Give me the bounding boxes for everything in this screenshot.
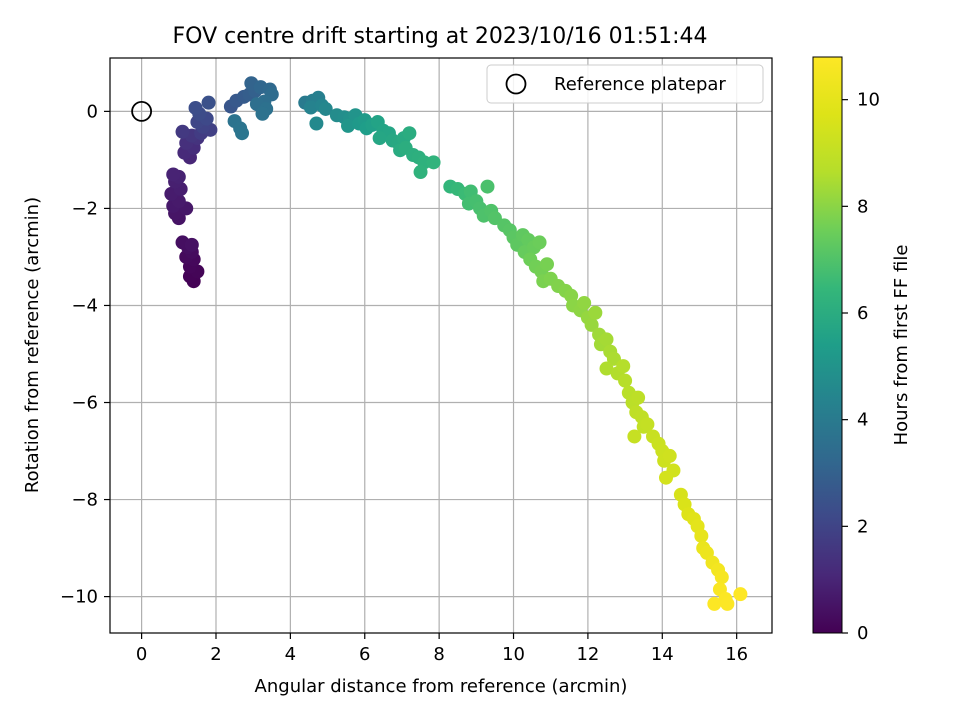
data-point [166,167,181,182]
data-point [694,528,709,543]
data-point [188,100,203,115]
data-point [372,131,387,146]
colorbar-tick-label: 2 [857,516,868,537]
legend: Reference platepar [486,64,764,104]
colorbar-label: Hours from first FF file [891,245,912,446]
x-axis-label: Angular distance from reference (arcmin) [255,676,628,697]
x-tick-label: 4 [285,644,296,665]
legend-entry-label: Reference platepar [554,74,726,95]
data-point [720,596,735,611]
data-point [318,101,333,116]
data-points [164,76,748,611]
data-point [539,257,554,272]
plot-frame [109,57,773,634]
y-tick-label: −8 [71,490,98,511]
grid-lines [110,58,772,633]
data-point [707,596,722,611]
data-point [309,116,324,131]
data-point [341,118,356,133]
chart-title: FOV centre drift starting at 2023/10/16 … [173,24,708,49]
data-point [627,429,642,444]
data-point [662,448,677,463]
data-point [255,106,270,121]
legend-marker-icon [505,73,527,95]
x-tick-label: 16 [725,644,748,665]
data-point [618,373,633,388]
data-point [413,165,428,180]
y-tick-label: −10 [60,587,98,608]
data-point [184,237,199,252]
data-point [584,317,599,332]
data-point [631,390,646,405]
data-point [640,417,655,432]
colorbar-tick-label: 6 [857,303,868,324]
data-point [235,126,250,141]
colorbar-ticks: 0 2 4 6 8 10 [842,90,880,644]
data-point [480,179,495,194]
x-tick-label: 2 [210,644,221,665]
colorbar: 0 2 4 6 8 10 Hours from first FF file [812,56,912,644]
x-tick-label: 14 [651,644,674,665]
x-tick-label: 6 [359,644,370,665]
data-point [175,124,190,139]
data-point [599,332,614,347]
data-point [733,587,748,602]
plot-background [110,58,772,633]
data-point [714,570,729,585]
data-point [659,470,674,485]
colorbar-tick-label: 4 [857,410,868,431]
x-tick-label: 0 [136,644,147,665]
y-axis-ticks: 0 −2 −4 −6 −8 −10 [60,101,110,608]
y-tick-label: −6 [71,393,98,414]
data-point [588,305,603,320]
data-point [426,155,441,170]
y-tick-label: −4 [71,295,98,316]
colorbar-tick-label: 10 [857,90,880,111]
data-point [577,296,592,311]
data-point [532,235,547,250]
colorbar-gradient [812,56,843,634]
x-tick-label: 8 [433,644,444,665]
y-axis-label: Rotation from reference (arcmin) [22,197,43,493]
x-axis-ticks: 0 2 4 6 8 10 12 14 16 [136,633,748,665]
legend-box [486,64,764,104]
data-point [201,95,216,110]
data-point [599,361,614,376]
reference-platepar-marker [131,100,153,122]
data-point [303,100,318,115]
colorbar-tick-label: 8 [857,196,868,217]
data-point [616,359,631,374]
y-tick-label: 0 [87,101,98,122]
x-tick-label: 10 [502,644,525,665]
plot-area: 0 2 4 6 8 10 12 14 16 0 −2 −4 −6 −8 −10 [60,57,773,665]
x-tick-label: 12 [576,644,599,665]
data-point [402,126,417,141]
colorbar-tick-label: 0 [857,623,868,644]
y-tick-label: −2 [71,198,98,219]
